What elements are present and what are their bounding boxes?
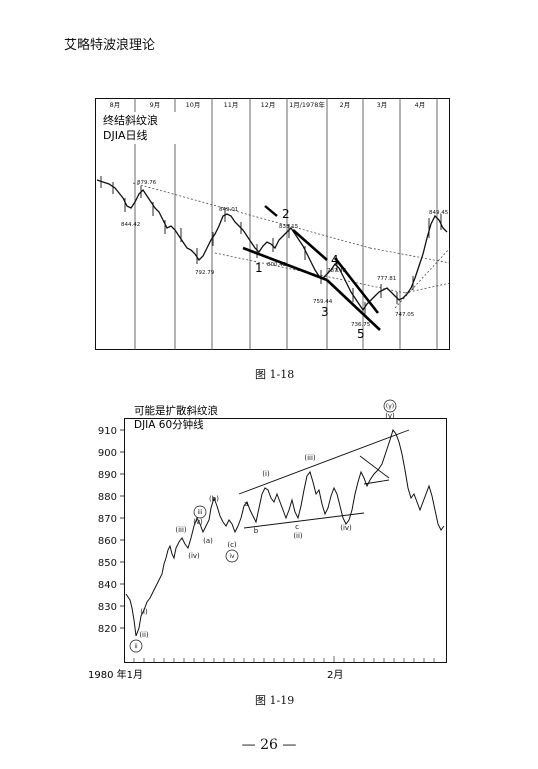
wave-label: 1 [255,261,263,275]
wave-label: (iv) [340,524,352,532]
wave-label: 3 [321,305,329,319]
x-axis-label: 1980 年1月 [88,668,143,681]
y-tick-label: 860 [98,536,117,547]
month-label: 9月 [150,101,161,109]
wave-label: 2 [282,207,290,221]
price-label: 879.76 [137,180,157,186]
running-header: 艾略特波浪理论 [64,38,156,53]
price-label: 736.75 [351,322,371,328]
wave-label: (iv) [188,552,200,560]
y-tick-label: 840 [98,580,117,591]
figure-caption: 图 1-19 [255,694,295,707]
price-label: 800.42 [267,262,286,268]
wave-label-circled: (y) [386,403,394,410]
y-tick-label: 820 [98,624,117,635]
y-tick-label: 880 [98,492,117,503]
wave-label: 5 [357,327,365,341]
wave-label: (c) [227,541,237,549]
month-label: 3月 [377,101,388,109]
price-label: 849.01 [219,207,238,213]
figure-caption: 图 1-18 [255,368,295,381]
figure-1-18-chart: 8月 9月 10月 11月 12月 1月/1978年 2月 3月 4月 终结斜纹… [95,98,450,350]
figure-title-line-2: DJIA 60分钟线 [134,418,204,431]
month-label: 1月/1978年 [289,100,325,109]
figure-title-line-2: DJIA日线 [103,128,147,142]
wave-label: (i) [140,608,148,616]
y-tick-label: 900 [98,448,117,459]
price-label: 792.79 [195,270,215,276]
figure-1-19-chart: 910 900 890 880 870 860 850 840 830 820 … [88,399,447,681]
wave-label: b [254,527,259,535]
wave-label: (ii) [139,631,149,639]
y-tick-label: 850 [98,558,117,569]
x-axis-label: 2月 [327,669,343,681]
wave-label: (v) [193,518,203,526]
y-tick-label: 910 [98,426,117,437]
price-label: 849.45 [429,210,449,216]
wave-label: a [244,500,248,508]
price-series [96,179,448,312]
figure-title-line-1: 终结斜纹浪 [103,113,158,127]
wave-label: (v) [385,412,395,420]
price-label: 787.42 [327,268,346,274]
month-label: 8月 [110,101,121,109]
wave-label-circled: ii [134,643,138,650]
price-series [125,428,445,637]
y-tick-label: 830 [98,602,117,613]
wave-label: (iii) [304,454,316,462]
price-label: 777.81 [377,276,396,282]
wave-label: (i) [262,470,270,478]
wave-label: (a) [203,537,213,545]
figure-title-line-1: 可能是扩散斜纹浪 [134,404,218,417]
y-tick-label: 890 [98,470,117,481]
month-label: 4月 [415,101,426,109]
wave-label: (ii) [293,532,303,540]
wave-label: c [295,523,299,531]
price-label: 747.05 [395,312,415,318]
wave-label-circled: iv [229,553,235,560]
wave-label-circled: iii [197,509,202,516]
month-label: 11月 [224,101,239,109]
page-number: — 26 — [241,737,297,753]
y-tick-label: 870 [98,514,117,525]
month-label: 12月 [261,101,276,109]
wave-label: (iii) [175,526,187,534]
month-label: 2月 [340,101,351,109]
wave-label: (b) [209,495,219,503]
price-label: 759.44 [313,299,333,305]
wave-label: 4 [331,253,339,267]
price-label: 835.15 [279,224,299,230]
month-label: 10月 [186,101,201,109]
price-label: 844.42 [121,222,140,228]
